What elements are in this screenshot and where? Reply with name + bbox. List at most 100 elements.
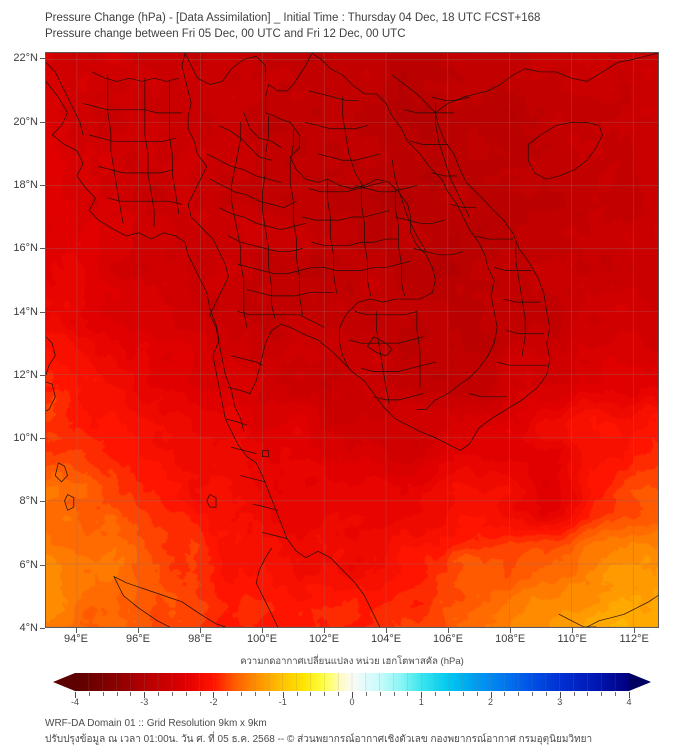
colorbar-minor-tick [227,692,229,696]
colorbar-minor-tick [296,692,298,696]
y-tick-mark [40,58,45,60]
x-tick-label: 100°E [247,633,278,645]
y-tick-label: 6°N [19,558,38,571]
colorbar-major-tick [213,692,215,698]
x-tick-mark [200,628,202,633]
colorbar-minor-tick [504,692,506,696]
colorbar-minor-tick [241,692,243,696]
colorbar-minor-tick [407,692,409,696]
colorbar-minor-tick [448,692,450,696]
colorbar-minor-tick [573,692,575,696]
footer-line-model-info: WRF-DA Domain 01 :: Grid Resolution 9km … [45,718,267,729]
colorbar-minor-tick [171,692,173,696]
colorbar-tick-label: 4 [626,697,632,707]
colorbar-minor-tick [102,692,104,696]
x-tick-label: 94°E [64,633,88,645]
triangle-right-icon [629,673,651,691]
y-tick-mark [40,311,45,313]
y-tick-mark [40,628,45,629]
plot-frame [45,52,659,628]
triangle-left-icon [53,673,75,691]
x-tick-mark [76,628,77,633]
colorbar-tick-label: 1 [418,697,424,707]
colorbar-major-tick [75,692,76,698]
colorbar-minor-tick [365,692,367,696]
colorbar-title: ความกดอากาศเปลี่ยนแปลง หน่วย เฮกโตพาสคัล… [240,656,464,667]
colorbar-minor-tick [116,692,118,696]
chart-title-line-2: Pressure change between Fri 05 Dec, 00 U… [45,28,406,40]
colorbar-minor-tick [338,692,340,696]
x-tick-mark [634,628,636,633]
colorbar-tick-label: 2 [487,697,494,707]
colorbar-tick-label: -1 [278,697,287,707]
colorbar-minor-tick [310,692,312,696]
y-tick-mark [40,121,45,123]
colorbar-minor-tick [532,692,534,696]
colorbar: ความกดอากาศเปลี่ยนแปลง หน่วย เฮกโตพาสคัล… [45,655,659,708]
y-tick-mark [40,374,45,376]
colorbar-minor-tick [435,692,437,696]
colorbar-minor-tick [255,692,257,696]
colorbar-minor-tick [199,692,201,696]
x-tick-mark [262,628,264,633]
y-tick-label: 18°N [13,178,38,191]
x-tick-mark [448,628,450,633]
x-tick-label: 110°E [557,633,587,645]
colorbar-minor-tick [518,692,520,696]
colorbar-major-tick [144,692,146,698]
y-tick-label: 16°N [13,242,38,255]
x-tick-label: 104°E [371,633,402,645]
colorbar-major-tick [282,692,284,698]
colorbar-minor-tick [379,692,381,696]
y-tick-mark [40,564,45,566]
x-tick-label: 108°E [495,633,526,645]
x-tick-label: 112°E [619,633,649,645]
y-tick-label: 22°N [13,52,38,65]
x-tick-mark [324,628,326,633]
colorbar-major-tick [352,692,353,698]
colorbar-minor-tick [324,692,326,696]
x-tick-mark [138,628,139,633]
colorbar-tick-label: 0 [349,697,355,707]
x-tick-mark [510,628,512,633]
colorbar-minor-tick [130,692,132,696]
y-tick-mark [40,184,45,186]
footer-block: WRF-DA Domain 01 :: Grid Resolution 9km … [45,716,665,748]
y-tick-label: 4°N [19,622,38,634]
colorbar-major-tick [559,692,561,698]
footer-line-credits: ปรับปรุงข้อมูล ณ เวลา 01:00น. วัน ศ. ที่… [45,734,593,745]
colorbar-major-tick [628,692,630,698]
y-tick-mark [40,501,45,503]
chart-title-block: Pressure Change (hPa) - [Data Assimilati… [45,10,665,42]
colorbar-minor-tick [268,692,270,696]
colorbar-minor-tick [545,692,547,696]
y-tick-label: 14°N [13,305,38,318]
x-tick-label: 96°E [126,633,150,645]
y-tick-label: 12°N [13,368,38,381]
chart-title-line-1: Pressure Change (hPa) - [Data Assimilati… [45,12,541,24]
colorbar-major-tick [490,692,492,698]
colorbar-minor-tick [615,692,617,696]
x-tick-mark [572,628,574,633]
y-tick-label: 10°N [13,432,38,445]
pressure-change-map: 4°N 6°N 8°N 10°N 12°N 14°N 16°N 18°N 20°N 22°N 94°… [13,52,659,645]
colorbar-minor-tick [462,692,464,696]
colorbar-tick-label: -2 [209,697,218,707]
colorbar-minor-tick [476,692,478,696]
y-tick-mark [40,438,45,440]
y-tick-label: 8°N [19,495,38,508]
colorbar-minor-tick [185,692,187,696]
colorbar-minor-tick [88,692,90,696]
x-tick-label: 102°E [309,633,340,645]
colorbar-minor-tick [158,692,160,696]
y-tick-label: 20°N [13,115,38,128]
colorbar-tick-label: -4 [70,697,80,707]
x-tick-label: 98°E [188,633,213,645]
x-tick-label: 106°E [433,633,464,645]
colorbar-gradient [53,672,651,692]
colorbar-minor-tick [601,692,603,696]
colorbar-tick-label: -3 [140,697,149,707]
pressure-field-contours [46,53,658,627]
x-tick-mark [386,628,388,633]
colorbar-minor-tick [587,692,589,696]
